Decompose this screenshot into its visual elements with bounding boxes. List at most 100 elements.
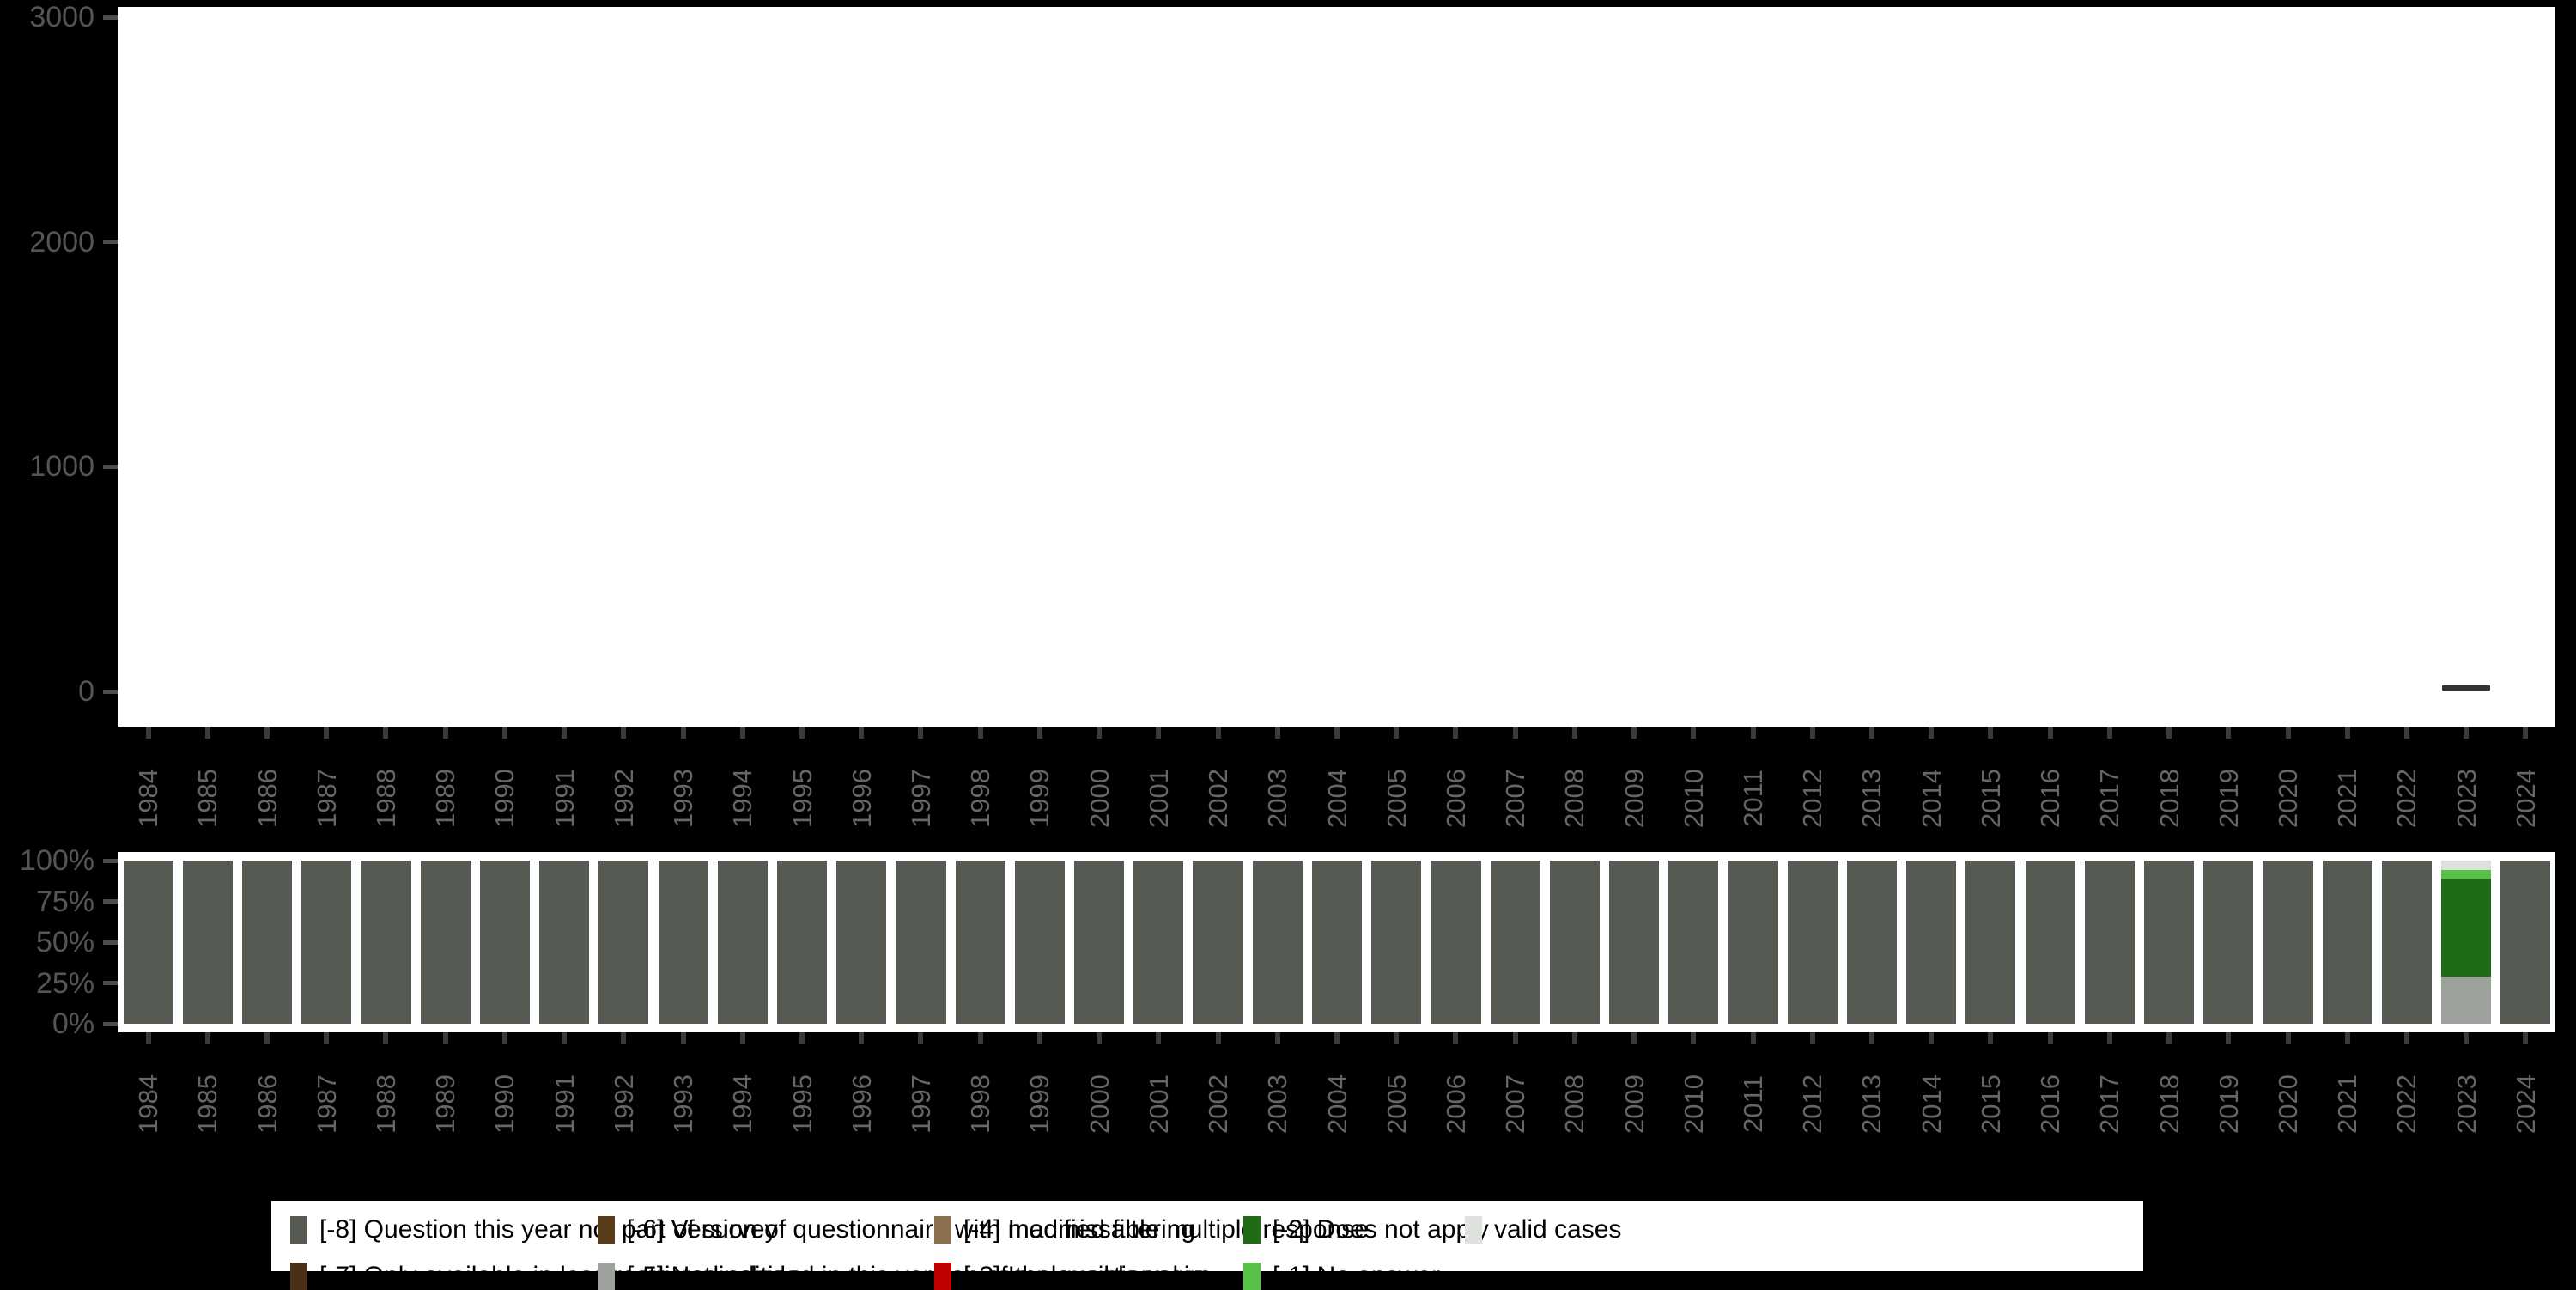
stack-segment	[598, 861, 649, 1024]
legend-swatch-icon	[1243, 1216, 1261, 1244]
stack-segment	[1846, 861, 1898, 1024]
x-tick-label: 2007	[1500, 1074, 1531, 1134]
x-tick-mark	[264, 1032, 270, 1044]
x-tick-mark	[2464, 727, 2470, 739]
x-tick-mark	[1750, 1032, 1756, 1044]
stack-segment	[1668, 861, 1719, 1024]
legend-item[interactable]: [-3] Implausible value	[934, 1263, 1206, 1290]
legend-item[interactable]: [-1] No answer	[1243, 1263, 1440, 1290]
stack-segment	[2441, 976, 2492, 1024]
x-tick-label: 2013	[1856, 1074, 1887, 1134]
stack-segment	[836, 861, 887, 1024]
legend-row: [-7] Only available in less restricted e…	[290, 1263, 2124, 1290]
percent-stack-2020	[2263, 861, 2313, 1024]
percent-stack-1995	[776, 861, 828, 1024]
stack-segment	[241, 861, 293, 1024]
stack-segment	[2263, 861, 2313, 1024]
stack-segment	[479, 861, 530, 1024]
legend-item[interactable]: [-5] Not included in this version of the…	[598, 1263, 1212, 1290]
x-tick-label: 1986	[252, 1074, 283, 1134]
stack-segment	[1133, 861, 1184, 1024]
percent-y-tick-mark	[103, 981, 118, 985]
stack-segment	[2084, 861, 2135, 1024]
percent-y-tick-mark	[103, 899, 118, 904]
percent-stack-2013	[1846, 861, 1898, 1024]
x-tick-mark	[2106, 1032, 2112, 1044]
legend-item[interactable]: [-6] Version of questionnaire with modif…	[598, 1216, 1195, 1244]
x-tick-label: 1998	[965, 1074, 996, 1134]
stack-segment	[182, 861, 233, 1024]
legend-item[interactable]: [-8] Question this year not part of surv…	[290, 1216, 778, 1244]
count-x-axis: 1984 1985 1986 1987 1988 1989 1990 1991 1992 1993…	[118, 727, 2555, 855]
x-tick-mark	[2226, 1032, 2232, 1044]
legend-item[interactable]: [-2] Does not apply	[1243, 1216, 1489, 1244]
percent-stack-2023	[2441, 861, 2492, 1024]
x-tick-label: 2000	[1084, 1074, 1115, 1134]
legend-label: valid cases	[1494, 1215, 1622, 1244]
percent-stack-2021	[2322, 861, 2372, 1024]
percent-stack-1987	[301, 861, 352, 1024]
x-tick-mark	[859, 727, 865, 739]
percent-stack-2022	[2381, 861, 2433, 1024]
x-tick-label: 2018	[2154, 1074, 2184, 1134]
x-tick-mark	[1274, 727, 1280, 739]
x-tick-mark	[1809, 1032, 1815, 1044]
percent-y-tick-label: 0%	[52, 1007, 94, 1040]
x-tick-mark	[1215, 727, 1221, 739]
legend-item[interactable]: [-4] Inadmissable multiple response	[934, 1216, 1369, 1244]
percent-stack-2001	[1133, 861, 1184, 1024]
stack-segment	[2025, 861, 2075, 1024]
x-tick-mark	[1571, 1032, 1577, 1044]
percent-y-tick-mark	[103, 858, 118, 863]
percent-stack-2009	[1609, 861, 1660, 1024]
x-tick-label: 2011	[1738, 1075, 1769, 1133]
percent-stack-2000	[1074, 861, 1125, 1024]
x-tick-mark	[383, 727, 389, 739]
percent-stack-2004	[1311, 861, 1363, 1024]
count-y-tick-mark	[103, 240, 118, 245]
x-tick-mark	[1691, 1032, 1697, 1044]
x-tick-label: 2009	[1619, 1074, 1649, 1134]
percent-stack-2017	[2084, 861, 2135, 1024]
stack-segment	[658, 861, 708, 1024]
legend-item[interactable]: [-7] Only available in less restricted e…	[290, 1263, 802, 1290]
x-tick-label: 1997	[905, 1074, 936, 1134]
x-tick-label: 2015	[1975, 1074, 2006, 1134]
x-tick-mark	[204, 1032, 210, 1044]
count-y-tick-label: 2000	[29, 225, 94, 259]
percent-stack-1985	[182, 861, 233, 1024]
legend-item[interactable]: valid cases	[1465, 1216, 1621, 1244]
percent-stacked-chart: 100% 75% 50% 25% 0% 1984 1985 1986 1987 1988 1989…	[0, 773, 2576, 1151]
count-plot-area	[118, 7, 2555, 727]
stack-segment	[1014, 861, 1065, 1024]
percent-stack-1998	[955, 861, 1005, 1024]
stack-segment	[1311, 861, 1363, 1024]
x-tick-mark	[2464, 1032, 2470, 1044]
x-tick-mark	[1274, 1032, 1280, 1044]
x-tick-mark	[562, 1032, 568, 1044]
percent-stack-2016	[2025, 861, 2075, 1024]
percent-plot-area	[118, 852, 2555, 1032]
x-tick-label: 1994	[727, 1074, 758, 1134]
percent-stack-2014	[1906, 861, 1957, 1024]
x-tick-mark	[1571, 727, 1577, 739]
x-tick-mark	[1453, 727, 1459, 739]
legend-label: [-7] Only available in less restricted e…	[319, 1262, 802, 1290]
legend-label: [-2] Does not apply	[1273, 1215, 1489, 1244]
x-tick-label: 2005	[1381, 1074, 1412, 1134]
percent-stack-1990	[479, 861, 530, 1024]
x-tick-mark	[2523, 1032, 2529, 1044]
stack-segment	[896, 861, 946, 1024]
x-tick-label: 2024	[2510, 1074, 2541, 1134]
legend-swatch-icon	[934, 1216, 951, 1244]
x-tick-mark	[204, 727, 210, 739]
stack-segment	[2381, 861, 2433, 1024]
legend-swatch-icon	[598, 1263, 615, 1290]
stack-segment	[1193, 861, 1243, 1024]
x-tick-mark	[1453, 1032, 1459, 1044]
x-tick-label: 1999	[1024, 1074, 1055, 1134]
x-tick-mark	[799, 1032, 805, 1044]
stack-segment	[2322, 861, 2372, 1024]
x-tick-mark	[1097, 727, 1103, 739]
x-tick-mark	[799, 727, 805, 739]
